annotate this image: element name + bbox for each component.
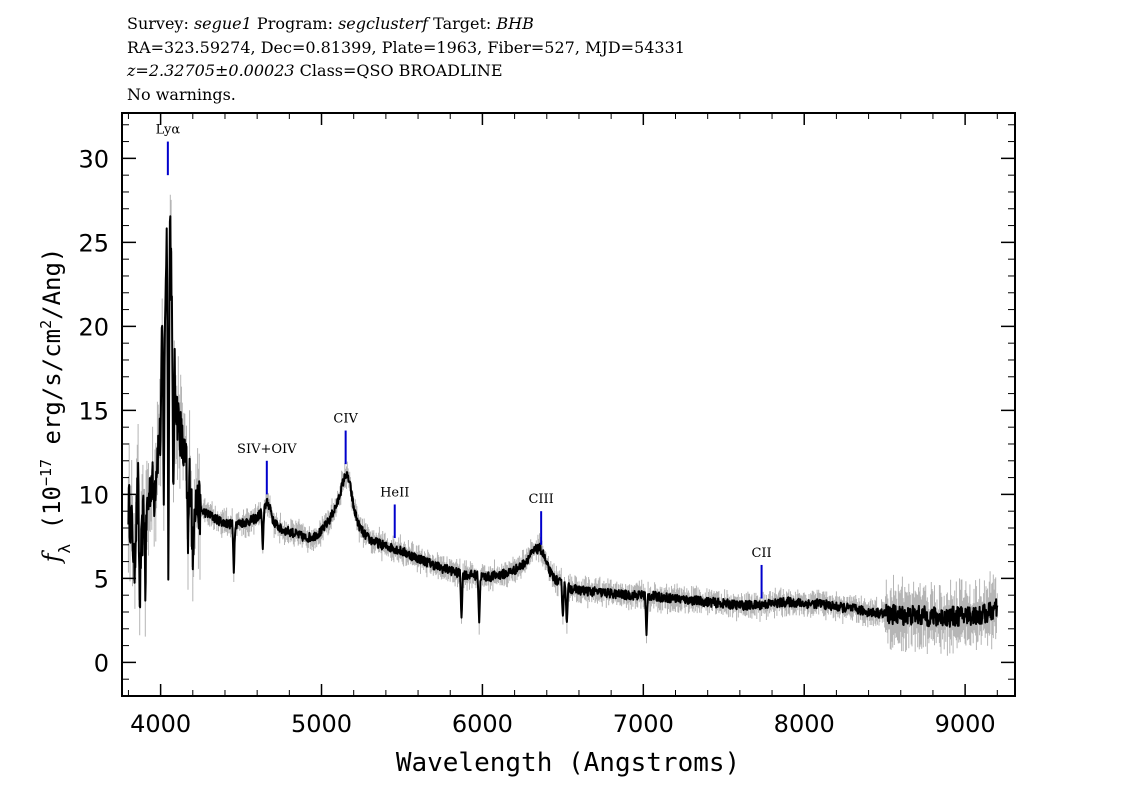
emission-line-label: HeII	[380, 485, 409, 500]
emission-line-label: Lyα	[156, 123, 181, 138]
x-tick-label: 7000	[613, 710, 674, 738]
emission-line-label: CII	[751, 546, 771, 561]
x-axis-label: Wavelength (Angstroms)	[396, 748, 740, 778]
emission-line-label: CIII	[528, 492, 553, 507]
axis-ticks: 4000 5000 6000 7000 8000 9000 0 5 10 15 20 25 30	[78, 113, 1015, 738]
x-tick-label: 8000	[774, 710, 835, 738]
emission-line-label: SIV+OIV	[237, 442, 297, 457]
flux-line	[127, 215, 999, 637]
survey-label: Survey:	[127, 14, 189, 33]
header-line-redshift: z=2.32705±0.00023 Class=QSO BROADLINE	[127, 59, 685, 83]
error-band-path	[127, 194, 998, 656]
x-tick-label: 5000	[291, 710, 352, 738]
target-value: BHB	[496, 14, 534, 33]
spectrum-series	[127, 215, 999, 637]
x-tick-label: 6000	[452, 710, 513, 738]
y-axis-label: fλ (10−17 erg/s/cm2/Ang)	[37, 248, 74, 565]
target-label: Target:	[433, 14, 492, 33]
y-tick-label: 20	[78, 313, 109, 341]
survey-value: segue1	[193, 14, 252, 33]
redshift-value: z=2.32705±0.00023	[127, 61, 295, 80]
y-tick-label: 10	[78, 481, 109, 509]
y-tick-label: 30	[78, 145, 109, 173]
header-line-survey: Survey: segue1 Program: segclusterf Targ…	[127, 12, 685, 36]
plot-frame	[121, 112, 1016, 697]
program-label: Program:	[256, 14, 333, 33]
header-line-coordinates: RA=323.59274, Dec=0.81399, Plate=1963, F…	[127, 37, 685, 57]
program-value: segclusterf	[338, 14, 429, 33]
emission-line-markers: Lyα SIV+OIV CIV HeII CIII CII	[156, 123, 772, 599]
y-tick-label: 15	[78, 397, 109, 425]
x-tick-label: 9000	[935, 710, 996, 738]
header-line-warnings: No warnings.	[127, 84, 236, 104]
spectrum-header: Survey: segue1 Program: segclusterf Targ…	[127, 12, 685, 106]
x-tick-label: 4000	[130, 710, 191, 738]
class-value: Class=QSO BROADLINE	[299, 61, 503, 80]
y-tick-label: 25	[78, 229, 109, 257]
y-tick-label: 5	[94, 565, 109, 593]
y-tick-label: 0	[94, 649, 109, 677]
error-band	[127, 194, 998, 656]
emission-line-label: CIV	[333, 412, 358, 427]
